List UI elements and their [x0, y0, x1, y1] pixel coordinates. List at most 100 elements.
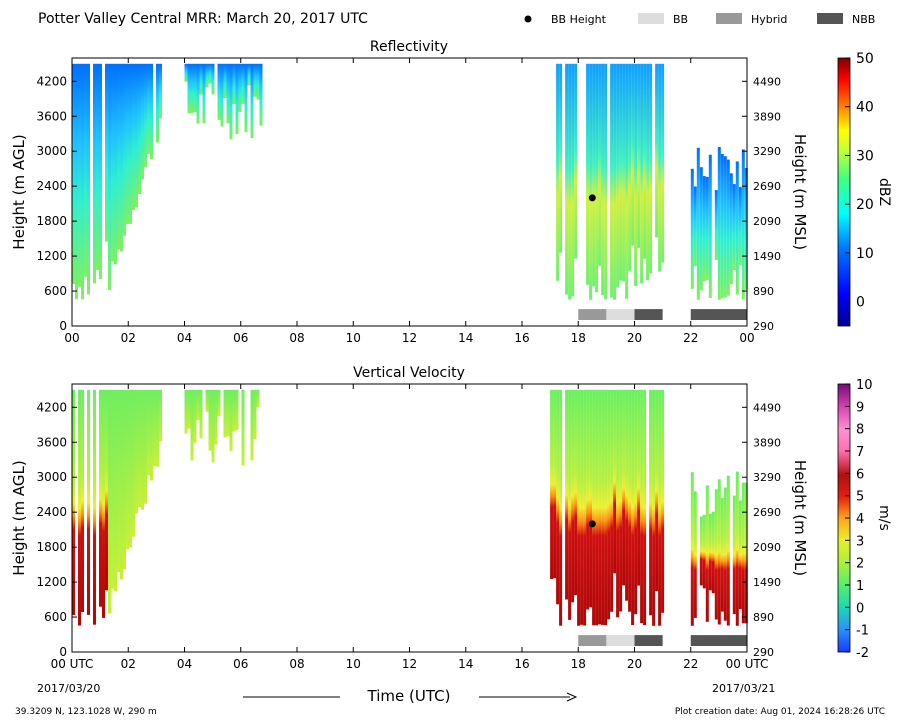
reflectivity-echo-column — [87, 63, 90, 295]
reflectivity-echo-column — [637, 63, 641, 248]
reflectivity-precip-type-bar — [634, 309, 663, 320]
velocity-echo-column — [138, 389, 141, 508]
reflectivity-echo-column — [619, 63, 623, 281]
reflectivity-echo-column — [253, 63, 257, 97]
start-date-label: 2017/03/20 — [37, 682, 100, 695]
velocity-colorbar-tick-label: 5 — [856, 490, 864, 505]
reflectivity-echo-column — [108, 63, 111, 290]
reflectivity-echo-column — [589, 63, 593, 300]
reflectivity-title: Reflectivity — [370, 39, 448, 55]
reflectivity-echo-column — [196, 63, 200, 124]
velocity-ytick-label: 1800 — [36, 540, 67, 554]
reflectivity-bb-height-point — [588, 194, 596, 202]
reflectivity-x-ticks: 00 02 04 06 08 10 12 14 16 18 20 22 00 — [64, 58, 755, 345]
velocity-echo-column — [123, 389, 126, 569]
time-arrow-head — [566, 692, 578, 702]
reflectivity-ylabel-right: Height (m MSL) — [791, 134, 809, 250]
velocity-colorbar-tick-label: 6 — [856, 467, 864, 482]
reflectivity-precip-type-bar — [578, 309, 607, 320]
reflectivity-colorbar-tick-label: 30 — [856, 148, 874, 164]
velocity-echo-column — [568, 389, 572, 620]
velocity-echo-column — [159, 389, 162, 441]
reflectivity-echo-column — [132, 63, 135, 210]
reflectivity-echo-column — [628, 63, 632, 271]
velocity-echo-column — [711, 511, 715, 594]
velocity-echo-column — [720, 498, 724, 612]
velocity-echo-column — [105, 389, 108, 591]
velocity-colorbar-tick-label: 9 — [856, 400, 864, 415]
reflectivity-ytick-right-label: 290 — [753, 320, 774, 333]
velocity-echo-column — [717, 479, 721, 625]
velocity-echo-column — [211, 389, 215, 463]
reflectivity-echo-column — [696, 147, 700, 300]
velocity-echo-column — [250, 389, 254, 461]
reflectivity-echo-column — [156, 63, 159, 143]
velocity-ytick-right-label: 3890 — [753, 436, 781, 449]
reflectivity-panel: Reflectivity 00 02 04 06 08 10 12 14 16 18 20 22 00 … — [10, 39, 892, 345]
velocity-echo-column — [226, 389, 230, 437]
reflectivity-ylabel-left: Height (m AGL) — [10, 134, 28, 249]
reflectivity-precip-type-bars — [578, 309, 747, 320]
reflectivity-y-ticks-left: 0 600 1200 1800 2400 3000 3600 4200 — [36, 74, 77, 333]
reflectivity-xtick-label: 10 — [346, 331, 361, 345]
reflectivity-y-ticks-right: 290 890 1490 2090 2690 3290 3890 4490 — [742, 75, 781, 333]
velocity-echo-column — [655, 389, 659, 591]
velocity-echo-column — [120, 389, 123, 580]
reflectivity-xtick-label: 14 — [458, 331, 473, 345]
velocity-ylabel-right: Height (m MSL) — [791, 460, 809, 576]
reflectivity-echo-column — [744, 168, 748, 290]
reflectivity-xtick-label: 00 — [64, 331, 79, 345]
reflectivity-echo-column — [123, 63, 126, 236]
reflectivity-echo-column — [250, 63, 254, 139]
velocity-y-ticks-right: 290 890 1490 2090 2690 3290 3890 4490 — [742, 401, 781, 659]
reflectivity-colorbar-ticks: 0 10 20 30 40 50 — [845, 51, 874, 311]
velocity-echo-column — [604, 389, 608, 626]
velocity-echo-column — [628, 389, 632, 612]
velocity-ytick-label: 4200 — [36, 400, 67, 414]
reflectivity-echo-column — [714, 190, 718, 260]
reflectivity-echo-column — [229, 63, 233, 140]
reflectivity-echo-column — [244, 63, 248, 132]
end-date-label: 2017/03/21 — [712, 682, 775, 695]
velocity-ytick-right-label: 2690 — [753, 506, 781, 519]
velocity-echo-column — [235, 389, 239, 430]
velocity-echo-column — [199, 389, 203, 439]
velocity-ytick-right-label: 1490 — [753, 576, 781, 589]
reflectivity-echo-column — [190, 63, 194, 113]
velocity-echo-column — [699, 516, 703, 586]
creation-date-label: Plot creation date: Aug 01, 2024 16:28:2… — [675, 707, 885, 717]
reflectivity-echo-column — [643, 63, 647, 259]
reflectivity-ytick-label: 0 — [59, 319, 67, 333]
vertical-velocity-panel: Vertical Velocity 00 UTC 02 04 06 08 10 12 14 16… — [10, 365, 892, 671]
legend-bb-label: BB — [673, 13, 688, 26]
velocity-echo-column — [217, 389, 221, 417]
reflectivity-colorbar-tick-label: 20 — [856, 197, 874, 213]
velocity-echo-column — [577, 389, 581, 626]
velocity-echo-column — [223, 389, 227, 438]
reflectivity-xtick-label: 00 — [739, 331, 754, 345]
velocity-colorbar-tick-label: 0 — [856, 601, 864, 616]
reflectivity-colorbar-tick-label: 40 — [856, 100, 874, 116]
velocity-ytick-label: 3000 — [36, 470, 67, 484]
velocity-y-ticks-left: 0 600 1200 1800 2400 3000 3600 4200 — [36, 400, 77, 659]
velocity-echo-column — [571, 389, 575, 603]
legend-nbb-swatch — [817, 13, 843, 24]
reflectivity-echo-column — [604, 63, 608, 300]
reflectivity-echo-column — [655, 63, 659, 238]
reflectivity-echo-column — [238, 63, 242, 112]
reflectivity-ytick-label: 600 — [44, 284, 67, 298]
velocity-echo-column — [643, 389, 647, 626]
velocity-echo-column — [625, 389, 629, 601]
velocity-colorbar-tick-label: 1 — [856, 579, 864, 594]
velocity-echo-column — [99, 389, 102, 607]
velocity-echo-column — [661, 389, 665, 613]
precip-legend: BB Height BB Hybrid NBB — [524, 13, 875, 26]
velocity-echo-column — [565, 389, 569, 600]
reflectivity-echo-column — [565, 63, 569, 295]
velocity-echo-column — [111, 389, 114, 589]
velocity-xtick-label: 04 — [177, 657, 192, 671]
velocity-echo-column — [586, 389, 590, 610]
reflectivity-field — [72, 63, 748, 300]
reflectivity-echo-column — [640, 63, 644, 284]
velocity-ytick-label: 1200 — [36, 575, 67, 589]
